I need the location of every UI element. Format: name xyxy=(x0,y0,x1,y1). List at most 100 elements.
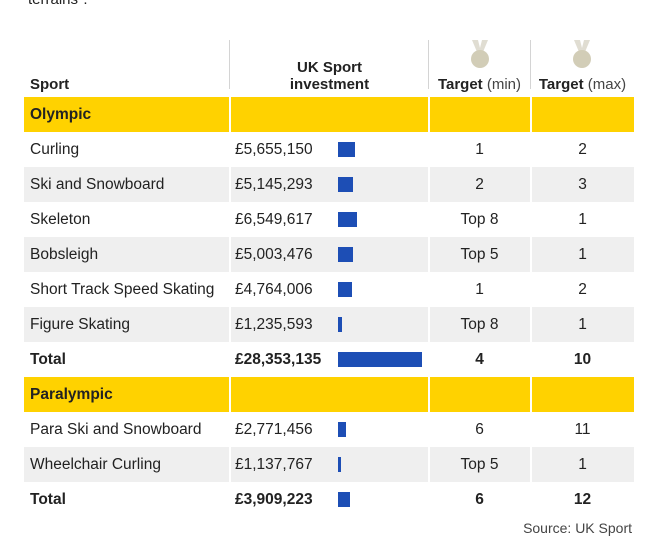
investment-bar xyxy=(338,282,352,297)
table-row: Skeleton £6,549,617 Top 8 1 xyxy=(24,202,634,237)
target-min-value: Top 8 xyxy=(460,316,499,333)
sport-name: Para Ski and Snowboard xyxy=(30,421,202,438)
table-row: Short Track Speed Skating £4,764,006 1 2 xyxy=(24,272,634,307)
investment-value: £4,764,006 xyxy=(235,281,313,298)
table-row: Bobsleigh £5,003,476 Top 5 1 xyxy=(24,237,634,272)
header-investment-line2: investment xyxy=(289,76,370,93)
total-target-min: 6 xyxy=(475,491,484,508)
investment-bar xyxy=(338,212,357,227)
target-min-value: 6 xyxy=(475,421,484,438)
column-divider xyxy=(229,307,231,342)
sport-name: Bobsleigh xyxy=(30,246,99,263)
column-divider xyxy=(229,132,231,167)
target-max-value: 1 xyxy=(578,456,587,473)
header-target-max-bold: Target xyxy=(538,76,584,93)
total-investment-value: £3,909,223 xyxy=(235,491,313,508)
column-divider xyxy=(229,377,231,412)
table-row: Ski and Snowboard £5,145,293 2 3 xyxy=(24,167,634,202)
funding-table: Sport UK Sport investment Target (min) T… xyxy=(24,40,634,517)
column-divider xyxy=(530,272,532,307)
investment-value: £6,549,617 xyxy=(235,211,313,228)
column-divider xyxy=(229,412,231,447)
column-divider xyxy=(229,272,231,307)
column-divider xyxy=(530,40,531,89)
investment-bar xyxy=(338,247,353,262)
sport-name: Short Track Speed Skating xyxy=(30,281,215,298)
table-row: Wheelchair Curling £1,137,767 Top 5 1 xyxy=(24,447,634,482)
target-max-value: 2 xyxy=(578,141,587,158)
column-divider xyxy=(530,202,532,237)
investment-value: £2,771,456 xyxy=(235,421,313,438)
column-divider xyxy=(530,412,532,447)
column-divider xyxy=(530,377,532,412)
investment-bar xyxy=(338,457,341,472)
column-divider xyxy=(428,97,430,132)
investment-value: £1,235,593 xyxy=(235,316,313,333)
target-min-value: Top 5 xyxy=(460,246,499,263)
target-max-value: 3 xyxy=(578,176,587,193)
column-divider xyxy=(428,307,430,342)
investment-value: £5,003,476 xyxy=(235,246,313,263)
medal-icon xyxy=(573,40,591,68)
total-label: Total xyxy=(30,491,66,508)
section-title: Olympic xyxy=(30,106,92,123)
section-header: Paralympic xyxy=(24,377,634,412)
column-divider xyxy=(530,167,532,202)
column-divider xyxy=(530,447,532,482)
investment-bar xyxy=(338,142,355,157)
total-row: Total £3,909,223 6 12 xyxy=(24,482,634,517)
medal-icon xyxy=(471,40,489,68)
source-note: Source: UK Sport xyxy=(523,520,632,536)
investment-value: £5,655,150 xyxy=(235,141,313,158)
table-body: Olympic Curling £5,655,150 1 2 Ski and Snowbo… xyxy=(24,97,634,517)
investment-value: £1,137,767 xyxy=(235,456,313,473)
investment-bar xyxy=(338,177,353,192)
column-divider xyxy=(229,237,231,272)
column-divider xyxy=(428,167,430,202)
section-header: Olympic xyxy=(24,97,634,132)
total-row: Total £28,353,135 4 10 xyxy=(24,342,634,377)
total-target-max: 12 xyxy=(573,491,592,508)
target-min-value: Top 8 xyxy=(460,211,499,228)
sport-name: Wheelchair Curling xyxy=(30,456,161,473)
column-divider xyxy=(428,412,430,447)
table-row: Para Ski and Snowboard £2,771,456 6 11 xyxy=(24,412,634,447)
column-divider xyxy=(428,272,430,307)
table-header: Sport UK Sport investment Target (min) T… xyxy=(24,40,634,97)
table-row: Curling £5,655,150 1 2 xyxy=(24,132,634,167)
target-max-value: 2 xyxy=(578,281,587,298)
total-investment-value: £28,353,135 xyxy=(235,351,322,368)
column-divider xyxy=(229,40,230,89)
investment-bar xyxy=(338,352,422,367)
target-min-value: Top 5 xyxy=(460,456,499,473)
column-divider xyxy=(428,377,430,412)
column-divider xyxy=(229,482,231,517)
column-divider xyxy=(428,237,430,272)
investment-bar xyxy=(338,317,342,332)
column-divider xyxy=(428,482,430,517)
column-divider xyxy=(530,482,532,517)
top-note: terrains". xyxy=(28,0,88,8)
header-target-max-light: (max) xyxy=(587,76,627,93)
investment-bar xyxy=(338,422,346,437)
column-divider xyxy=(530,97,532,132)
column-divider xyxy=(530,342,532,377)
table-row: Figure Skating £1,235,593 Top 8 1 xyxy=(24,307,634,342)
total-target-max: 10 xyxy=(573,351,592,368)
total-target-min: 4 xyxy=(475,351,484,368)
column-divider xyxy=(428,342,430,377)
target-max-value: 11 xyxy=(574,421,591,438)
target-min-value: 2 xyxy=(475,176,484,193)
section-title: Paralympic xyxy=(30,386,113,403)
column-divider xyxy=(229,447,231,482)
column-divider xyxy=(428,447,430,482)
column-divider xyxy=(530,237,532,272)
investment-bar xyxy=(338,492,350,507)
investment-value: £5,145,293 xyxy=(235,176,313,193)
column-divider xyxy=(530,307,532,342)
sport-name: Figure Skating xyxy=(30,316,130,333)
target-max-value: 1 xyxy=(578,316,587,333)
header-investment: UK Sport investment xyxy=(235,59,424,93)
column-divider xyxy=(428,40,429,89)
total-label: Total xyxy=(30,351,66,368)
